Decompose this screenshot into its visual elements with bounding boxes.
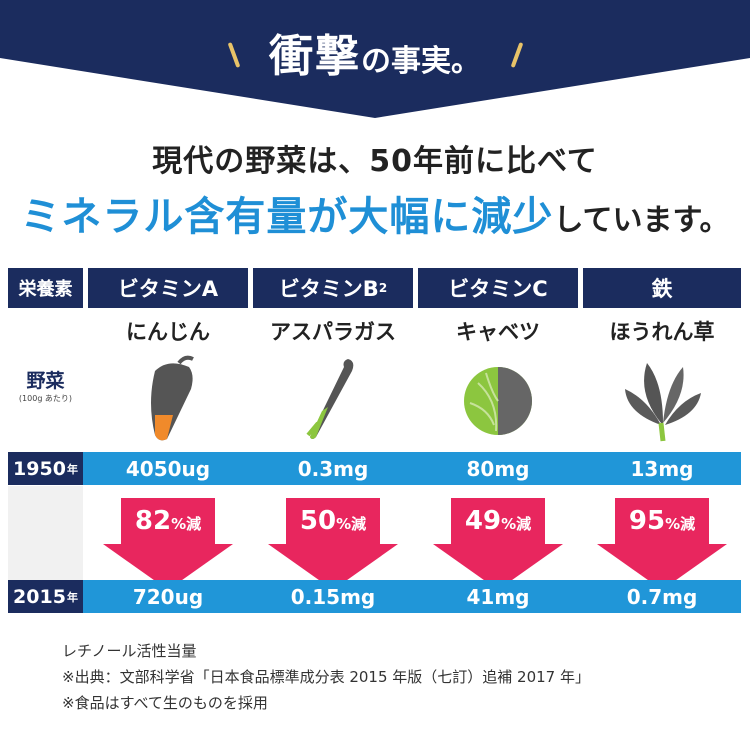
header-vitamin-c-label: ビタミンC [448, 277, 548, 301]
footnote-source: ※出典：文部科学省「日本食品標準成分表 2015 年版（七訂）追補 2017 年… [62, 668, 590, 686]
row-gap-label [8, 486, 83, 596]
cabbage-icon [418, 353, 578, 443]
value-2015-vitamin-a: 720ug [132, 584, 204, 609]
header-vitamin-b2: ビタミンB 2 [253, 268, 413, 308]
banner-title-small: の事実。 [361, 44, 481, 79]
header-vitamin-b2-sub: 2 [378, 281, 388, 295]
headline-line1: 現代の野菜は、50年前に比べて [152, 144, 598, 179]
reduction-arrow-vitamin-b2: 50%減 [268, 498, 398, 590]
header-vitamin-c: ビタミンC [418, 268, 578, 308]
headline-rest: しています。 [553, 203, 730, 238]
value-2015-vitamin-b2: 0.15mg [290, 584, 376, 609]
year-1950-suffix: 年 [66, 462, 78, 476]
footnote-retinol: レチノール活性当量 [62, 642, 197, 660]
header-iron-label: 鉄 [651, 277, 673, 301]
banner-title-big: 衝撃 [269, 31, 361, 82]
reduction-iron-unit: %減 [665, 515, 696, 533]
reduction-vitamin-b2-value: 50 [299, 506, 337, 536]
header-vitamin-b2-label: ビタミンB [278, 277, 379, 301]
header-vitamin-a: ビタミンA [88, 268, 248, 308]
reduction-vitamin-c-value: 49 [464, 506, 502, 536]
value-1950-vitamin-b2: 0.3mg [297, 456, 369, 481]
value-1950-iron: 13mg [630, 456, 694, 481]
year-2015-suffix: 年 [66, 590, 78, 604]
reduction-iron-value: 95 [628, 506, 666, 536]
row-2015: 2015 年 720ug 0.15mg 41mg 0.7mg [8, 580, 741, 613]
footnote-raw: ※食品はすべて生のものを採用 [62, 694, 268, 712]
header-vitamin-a-label: ビタミンA [117, 277, 219, 301]
banner-title: 衝撃の事実。 [0, 20, 750, 84]
veg-name-asparagus: アスパラガス [270, 320, 396, 344]
banner: 衝撃の事実。 [0, 0, 750, 118]
year-1950: 1950 年 [8, 452, 83, 485]
reduction-arrow-iron: 95%減 [597, 498, 727, 590]
reduction-vitamin-a-value: 82 [134, 506, 172, 536]
year-2015: 2015 年 [8, 580, 83, 613]
year-1950-label: 1950 [13, 457, 66, 480]
header-corner-label: 栄養素 [18, 279, 73, 300]
header-corner: 栄養素 [8, 268, 83, 308]
header-iron: 鉄 [583, 268, 741, 308]
value-2015-vitamin-c: 41mg [466, 584, 530, 609]
year-2015-label: 2015 [13, 585, 66, 608]
reduction-arrow-vitamin-c: 49%減 [433, 498, 563, 590]
carrot-icon [88, 353, 248, 443]
value-2015-iron: 0.7mg [626, 584, 698, 609]
row-label-vegetable: 野菜 (100g あたり) [8, 366, 83, 404]
reduction-arrow-vitamin-a: 82%減 [103, 498, 233, 590]
reduction-vitamin-b2-unit: %減 [336, 515, 367, 533]
veg-name-cabbage: キャベツ [456, 320, 540, 344]
banner-shape [0, 0, 750, 118]
value-1950-vitamin-a: 4050ug [125, 456, 211, 481]
row-label-sub: (100g あたり) [18, 394, 73, 403]
reduction-vitamin-c-unit: %減 [501, 515, 532, 533]
row-label-main: 野菜 [26, 370, 65, 392]
headline-line2: ミネラル含有量が大幅に減少しています。 [0, 184, 750, 242]
asparagus-icon [253, 353, 413, 443]
veg-name-carrot: にんじん [126, 320, 210, 344]
reduction-vitamin-a-unit: %減 [171, 515, 202, 533]
value-1950-vitamin-c: 80mg [466, 456, 530, 481]
row-1950: 1950 年 4050ug 0.3mg 80mg 13mg [8, 452, 741, 485]
spinach-icon [583, 353, 741, 443]
veg-name-spinach: ほうれん草 [609, 320, 715, 344]
headline-accent: ミネラル含有量が大幅に減少 [20, 194, 554, 240]
footnotes: レチノール活性当量 ※出典：文部科学省「日本食品標準成分表 2015 年版（七訂… [62, 638, 590, 716]
